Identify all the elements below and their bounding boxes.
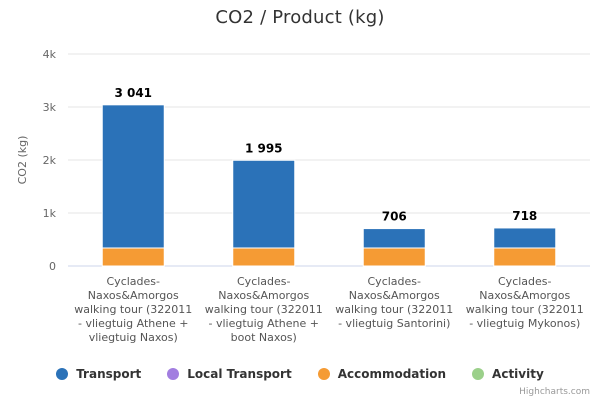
data-label: 718 bbox=[512, 209, 537, 223]
x-tick-label-line: Naxos&Amorgos bbox=[87, 289, 179, 302]
x-tick-label-line: - vliegtuig Mykonos) bbox=[469, 317, 581, 330]
x-tick-label: Cyclades- Naxos&Amorgos walking tour (3220… bbox=[200, 275, 328, 345]
x-tick-label-line: Naxos&Amorgos bbox=[348, 289, 440, 302]
x-tick-label-line: - vliegtuig Athene + bbox=[78, 317, 189, 330]
x-tick-label-line: walking tour (322011 bbox=[74, 303, 193, 316]
bar-accommodation bbox=[232, 247, 296, 267]
x-tick-label-line: Naxos&Amorgos bbox=[218, 289, 310, 302]
legend-label: Activity bbox=[492, 367, 544, 381]
y-tick-label: 0 bbox=[49, 260, 56, 273]
legend: Transport Local Transport Accommodation Act… bbox=[0, 365, 600, 383]
data-label: 1 995 bbox=[245, 141, 283, 155]
legend-item-local-transport[interactable]: Local Transport bbox=[167, 365, 292, 383]
bar-transport bbox=[493, 227, 557, 249]
y-tick-label: 1k bbox=[43, 207, 57, 220]
x-tick-label-line: Cyclades- bbox=[106, 275, 161, 288]
bar-accommodation bbox=[101, 247, 165, 267]
y-tick-label: 2k bbox=[43, 154, 57, 167]
legend-item-activity[interactable]: Activity bbox=[472, 365, 544, 383]
x-tick-label-line: vliegtuig Naxos) bbox=[88, 331, 178, 344]
legend-marker-icon bbox=[317, 368, 330, 380]
data-label: 3 041 bbox=[114, 86, 152, 100]
bar-accommodation bbox=[362, 247, 426, 267]
x-tick-label-line: Naxos&Amorgos bbox=[479, 289, 571, 302]
x-tick-label-line: walking tour (322011 bbox=[335, 303, 454, 316]
legend-label: Transport bbox=[76, 367, 142, 381]
x-tick-label-line: walking tour (322011 bbox=[465, 303, 584, 316]
legend-marker-icon bbox=[167, 368, 180, 380]
y-axis-title: CO2 (kg) bbox=[16, 136, 29, 185]
x-tick-label-line: Cyclades- bbox=[237, 275, 291, 288]
x-tick-label-line: boot Naxos) bbox=[230, 331, 297, 344]
x-tick-label: Cyclades- Naxos&Amorgos walking tour (3220… bbox=[69, 275, 197, 345]
x-tick-label-line: Cyclades- bbox=[367, 275, 422, 288]
y-tick-label: 3k bbox=[43, 101, 57, 114]
x-tick-label-line: walking tour (322011 bbox=[204, 303, 323, 316]
legend-marker-icon bbox=[472, 368, 485, 380]
bar-transport bbox=[232, 159, 296, 249]
x-tick-label-line: - vliegtuig Santorini) bbox=[338, 317, 451, 330]
legend-item-accommodation[interactable]: Accommodation bbox=[317, 365, 447, 383]
y-tick-label: 4k bbox=[43, 48, 57, 61]
data-label: 706 bbox=[382, 210, 407, 224]
x-tick-label-line: - vliegtuig Athene + bbox=[208, 317, 320, 330]
x-tick-label: Cyclades- Naxos&Amorgos walking tour (3220… bbox=[461, 275, 589, 331]
legend-marker-icon bbox=[56, 368, 69, 380]
legend-label: Accommodation bbox=[337, 367, 447, 381]
x-tick-label-line: Cyclades- bbox=[498, 275, 552, 288]
bar-transport bbox=[101, 104, 165, 249]
credits-link[interactable]: Highcharts.com bbox=[519, 387, 590, 397]
x-tick-label: Cyclades- Naxos&Amorgos walking tour (3220… bbox=[330, 275, 458, 331]
legend-item-transport[interactable]: Transport bbox=[56, 365, 141, 383]
bar-accommodation bbox=[493, 247, 557, 267]
chart-title: CO2 / Product (kg) bbox=[215, 7, 385, 28]
bar-transport bbox=[362, 228, 426, 249]
legend-label: Local Transport bbox=[187, 367, 292, 381]
